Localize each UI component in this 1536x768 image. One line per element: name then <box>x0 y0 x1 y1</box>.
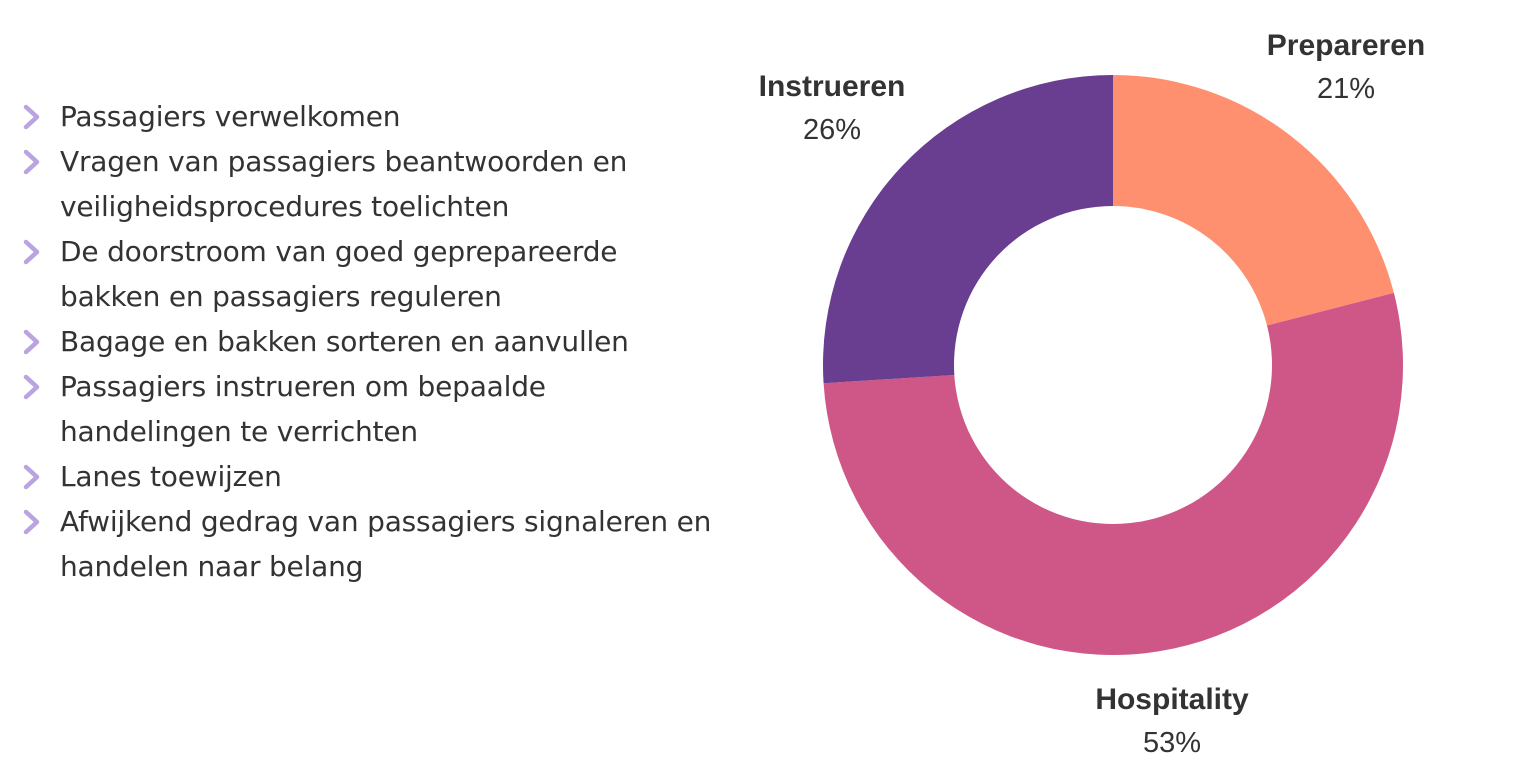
bullet-text-line: De doorstroom van goed geprepareerde <box>60 235 618 268</box>
bullet-text-line: Passagiers verwelkomen <box>60 100 401 133</box>
bullet-text-line: handelen naar belang <box>60 550 364 583</box>
bullet-item: De doorstroom van goed geprepareerde bakk… <box>20 229 760 319</box>
bullet-text-line: bakken en passagiers reguleren <box>60 280 502 313</box>
donut-slice-instrueren <box>823 74 1113 384</box>
bullet-text-line: Vragen van passagiers beantwoorden en <box>60 145 628 178</box>
slice-value-instrueren: 26% <box>803 114 861 146</box>
bullet-text-line: handelingen te verrichten <box>60 415 418 448</box>
bullet-text-line: Passagiers instrueren om bepaalde <box>60 370 546 403</box>
bullet-item: Bagage en bakken sorteren en aanvullen <box>20 319 760 364</box>
chevron-right-icon <box>23 239 40 265</box>
bullet-text-line: Bagage en bakken sorteren en aanvullen <box>60 325 629 358</box>
chevron-right-icon <box>23 149 40 175</box>
task-bullet-list: Passagiers verwelkomen Vragen van passagi… <box>20 94 760 589</box>
chevron-right-icon <box>23 374 40 400</box>
donut-slice-prepareren <box>1113 75 1394 326</box>
bullet-item: Afwijkend gedrag van passagiers signaler… <box>20 499 760 589</box>
bullet-item: Lanes toewijzen <box>20 454 760 499</box>
bullet-text-line: Afwijkend gedrag van passagiers signaler… <box>60 505 712 538</box>
slice-label-hospitality: Hospitality <box>1095 683 1249 716</box>
chevron-right-icon <box>23 104 40 130</box>
donut-slice-hospitality <box>823 292 1403 655</box>
chevron-right-icon <box>23 329 40 355</box>
chevron-right-icon <box>23 509 40 535</box>
bullet-item: Vragen van passagiers beantwoorden en vei… <box>20 139 760 229</box>
bullet-text-line: veiligheidsprocedures toelichten <box>60 190 510 223</box>
bullet-item: Passagiers verwelkomen <box>20 94 760 139</box>
slice-label-prepareren: Prepareren <box>1267 29 1425 62</box>
slice-value-hospitality: 53% <box>1143 727 1201 759</box>
bullet-item: Passagiers instrueren om bepaalde handeli… <box>20 364 760 454</box>
slice-value-prepareren: 21% <box>1317 73 1375 105</box>
bullet-text-line: Lanes toewijzen <box>60 460 282 493</box>
chevron-right-icon <box>23 464 40 490</box>
slice-label-instrueren: Instrueren <box>759 70 906 103</box>
